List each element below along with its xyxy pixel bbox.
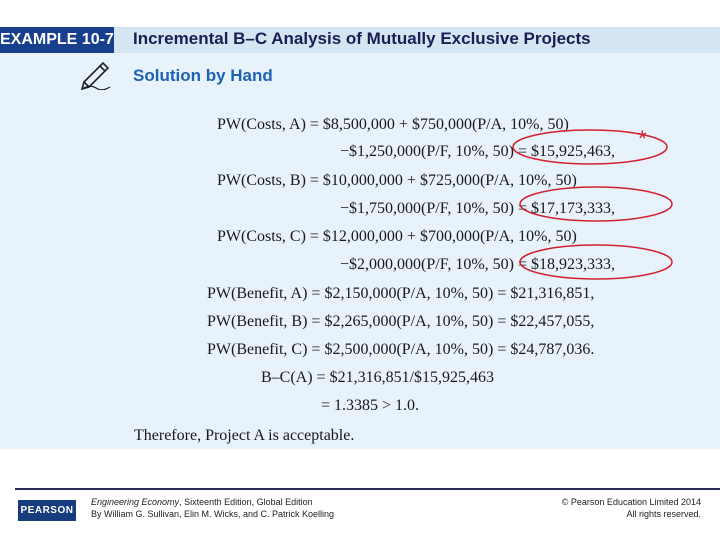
footer-rights: All rights reserved. — [626, 509, 701, 519]
equation-line-1: PW(Costs, A) = $8,500,000 + $750,000(P/A… — [217, 116, 569, 133]
footer-edition: , Sixteenth Edition, Global Edition — [179, 497, 313, 507]
equation-line-3: PW(Costs, B) = $10,000,000 + $725,000(P/… — [217, 172, 577, 189]
example-tab — [0, 27, 114, 53]
footer-book-title: Engineering Economy — [91, 497, 180, 507]
equation-line-10: B–C(A) = $21,316,851/$15,925,463 — [261, 369, 495, 386]
title-background — [114, 27, 720, 53]
solution-subtitle: Solution by Hand — [133, 66, 273, 85]
equation-line-4: −$1,750,000(P/F, 10%, 50) = $17,173,333, — [340, 200, 615, 217]
equation-line-9: PW(Benefit, C) = $2,500,000(P/A, 10%, 50… — [207, 341, 595, 358]
footer-copyright-block: © Pearson Education Limited 2014 All rig… — [562, 496, 701, 520]
solution-panel — [0, 53, 720, 449]
equation-line-6: −$2,000,000(P/F, 10%, 50) = $18,923,333, — [340, 256, 615, 273]
red-asterisk: * — [638, 126, 647, 151]
equation-line-7: PW(Benefit, A) = $2,150,000(P/A, 10%, 50… — [207, 285, 595, 302]
equation-line-8: PW(Benefit, B) = $2,265,000(P/A, 10%, 50… — [207, 313, 595, 330]
pencil-writing-icon — [80, 61, 111, 90]
pearson-logo: PEARSON — [18, 500, 76, 521]
equation-line-11: = 1.3385 > 1.0. — [321, 397, 420, 414]
footer-authors: By William G. Sullivan, Elin M. Wicks, a… — [91, 509, 335, 519]
conclusion-text: Therefore, Project A is acceptable. — [134, 427, 355, 444]
footer-title-line: Engineering Economy, Sixteenth Edition, … — [91, 496, 334, 508]
equation-line-5: PW(Costs, C) = $12,000,000 + $700,000(P/… — [217, 228, 577, 245]
footer-copyright: © Pearson Education Limited 2014 — [561, 497, 701, 507]
footer-rule — [15, 488, 720, 490]
footer-book-info: Engineering Economy, Sixteenth Edition, … — [91, 496, 334, 520]
slide-title: Incremental B–C Analysis of Mutually Exc… — [133, 29, 591, 48]
example-label: EXAMPLE 10-7 — [0, 31, 114, 48]
equation-line-2: −$1,250,000(P/F, 10%, 50) = $15,925,463, — [340, 143, 615, 160]
